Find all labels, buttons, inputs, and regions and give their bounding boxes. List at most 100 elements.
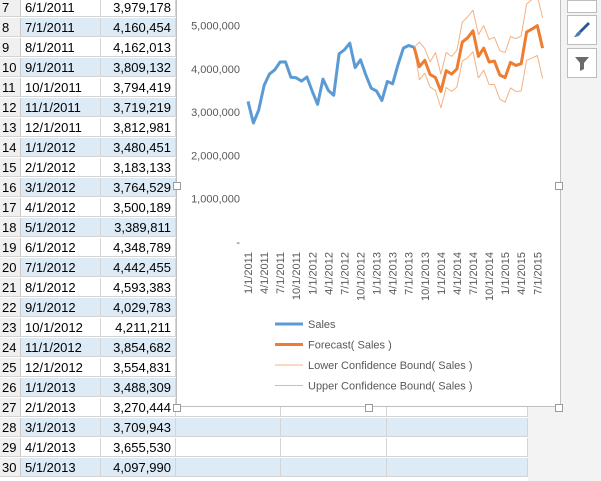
row-header[interactable]: 23 — [0, 318, 21, 337]
date-cell[interactable]: 4/1/2012 — [21, 198, 101, 217]
date-cell[interactable]: 11/1/2012 — [21, 338, 101, 357]
date-cell[interactable]: 6/1/2011 — [21, 0, 101, 17]
date-cell[interactable]: 3/1/2012 — [21, 178, 101, 197]
empty-cell[interactable] — [176, 458, 281, 477]
sales-value-cell[interactable]: 3,794,419 — [101, 78, 176, 97]
empty-cell[interactable] — [176, 438, 281, 457]
empty-cell[interactable] — [281, 438, 387, 457]
x-tick-label: 10/1/2011 — [291, 252, 303, 300]
row-header[interactable]: 25 — [0, 358, 21, 377]
row-header[interactable]: 28 — [0, 418, 21, 437]
date-cell[interactable]: 5/1/2013 — [21, 458, 101, 477]
empty-cell[interactable] — [387, 418, 528, 437]
sales-value-cell[interactable]: 4,097,990 — [101, 458, 176, 477]
row-header[interactable]: 26 — [0, 378, 21, 397]
chart-styles-button[interactable] — [567, 15, 597, 45]
sales-value-cell[interactable]: 4,442,455 — [101, 258, 176, 277]
sales-value-cell[interactable]: 4,160,454 — [101, 18, 176, 37]
sales-value-cell[interactable]: 3,655,530 — [101, 438, 176, 457]
date-cell[interactable]: 9/1/2012 — [21, 298, 101, 317]
row-header[interactable]: 20 — [0, 258, 21, 277]
empty-cell[interactable] — [387, 438, 528, 457]
date-cell[interactable]: 7/1/2012 — [21, 258, 101, 277]
empty-cell[interactable] — [281, 398, 387, 417]
sales-value-cell[interactable]: 3,709,943 — [101, 418, 176, 437]
date-cell[interactable]: 2/1/2012 — [21, 158, 101, 177]
chart-resize-handle-bottom[interactable] — [365, 404, 373, 412]
row-header[interactable]: 10 — [0, 58, 21, 77]
legend-upper-bound-label: Upper Confidence Bound( Sales ) — [308, 381, 472, 393]
sales-value-cell[interactable]: 3,554,831 — [101, 358, 176, 377]
empty-cell[interactable] — [176, 418, 281, 437]
row-header[interactable]: 18 — [0, 218, 21, 237]
row-header[interactable]: 14 — [0, 138, 21, 157]
date-cell[interactable]: 10/1/2011 — [21, 78, 101, 97]
sales-value-cell[interactable]: 3,812,981 — [101, 118, 176, 137]
upper-bound-series-line — [413, 0, 544, 75]
row-header[interactable]: 16 — [0, 178, 21, 197]
chart-resize-handle-corner[interactable] — [555, 404, 563, 412]
x-tick-label: 1/1/2013 — [372, 252, 384, 295]
row-header[interactable]: 11 — [0, 78, 21, 97]
line-chart: - 1,000,000 2,000,000 3,000,000 4,000,000 5,0… — [191, 0, 544, 393]
date-cell[interactable]: 4/1/2013 — [21, 438, 101, 457]
date-cell[interactable]: 1/1/2013 — [21, 378, 101, 397]
date-cell[interactable]: 7/1/2011 — [21, 18, 101, 37]
sales-value-cell[interactable]: 4,162,013 — [101, 38, 176, 57]
sales-value-cell[interactable]: 3,719,219 — [101, 98, 176, 117]
date-cell[interactable]: 8/1/2011 — [21, 38, 101, 57]
row-header[interactable]: 22 — [0, 298, 21, 317]
date-cell[interactable]: 9/1/2011 — [21, 58, 101, 77]
row-header[interactable]: 30 — [0, 458, 21, 477]
date-cell[interactable]: 6/1/2012 — [21, 238, 101, 257]
chart-resize-handle-left[interactable] — [173, 404, 181, 412]
empty-cell[interactable] — [387, 458, 528, 477]
row-header[interactable]: 12 — [0, 98, 21, 117]
date-cell[interactable]: 3/1/2013 — [21, 418, 101, 437]
sales-value-cell[interactable]: 3,183,133 — [101, 158, 176, 177]
sales-value-cell[interactable]: 3,809,132 — [101, 58, 176, 77]
empty-cell[interactable] — [281, 458, 387, 477]
row-header[interactable]: 9 — [0, 38, 21, 57]
chart-elements-button[interactable] — [567, 0, 597, 13]
sales-value-cell[interactable]: 3,500,189 — [101, 198, 176, 217]
sales-value-cell[interactable]: 3,480,451 — [101, 138, 176, 157]
date-cell[interactable]: 1/1/2012 — [21, 138, 101, 157]
sales-value-cell[interactable]: 3,488,309 — [101, 378, 176, 397]
sales-value-cell[interactable]: 3,854,682 — [101, 338, 176, 357]
row-header[interactable]: 15 — [0, 158, 21, 177]
sales-value-cell[interactable]: 4,348,789 — [101, 238, 176, 257]
row-header[interactable]: 24 — [0, 338, 21, 357]
sales-value-cell[interactable]: 3,979,178 — [101, 0, 176, 17]
date-cell[interactable]: 10/1/2012 — [21, 318, 101, 337]
y-tick-label: 1,000,000 — [191, 194, 240, 206]
row-header[interactable]: 8 — [0, 18, 21, 37]
sales-value-cell[interactable]: 4,029,783 — [101, 298, 176, 317]
row-header[interactable]: 19 — [0, 238, 21, 257]
row-header[interactable]: 17 — [0, 198, 21, 217]
date-cell[interactable]: 2/1/2013 — [21, 398, 101, 417]
chart-area[interactable]: - 1,000,000 2,000,000 3,000,000 4,000,000 5,0… — [176, 0, 561, 407]
empty-cell[interactable] — [387, 398, 528, 417]
row-header[interactable]: 7 — [0, 0, 21, 17]
sales-value-cell[interactable]: 3,764,529 — [101, 178, 176, 197]
row-header[interactable]: 13 — [0, 118, 21, 137]
date-cell[interactable]: 12/1/2012 — [21, 358, 101, 377]
date-cell[interactable]: 12/1/2011 — [21, 118, 101, 137]
chart-filter-button[interactable] — [567, 48, 597, 78]
date-cell[interactable]: 11/1/2011 — [21, 98, 101, 117]
sales-value-cell[interactable]: 3,270,444 — [101, 398, 176, 417]
date-cell[interactable]: 5/1/2012 — [21, 218, 101, 237]
sales-value-cell[interactable]: 3,389,811 — [101, 218, 176, 237]
sales-value-cell[interactable]: 4,211,211 — [101, 318, 176, 337]
row-header[interactable]: 29 — [0, 438, 21, 457]
empty-cell[interactable] — [281, 418, 387, 437]
table-row: 27 2/1/2013 3,270,444 — [0, 398, 601, 418]
empty-cell[interactable] — [176, 398, 281, 417]
sales-value-cell[interactable]: 4,593,383 — [101, 278, 176, 297]
row-header[interactable]: 27 — [0, 398, 21, 417]
chart-resize-handle-left-mid[interactable] — [173, 182, 181, 190]
row-header[interactable]: 21 — [0, 278, 21, 297]
chart-resize-handle-right[interactable] — [555, 182, 563, 190]
date-cell[interactable]: 8/1/2012 — [21, 278, 101, 297]
